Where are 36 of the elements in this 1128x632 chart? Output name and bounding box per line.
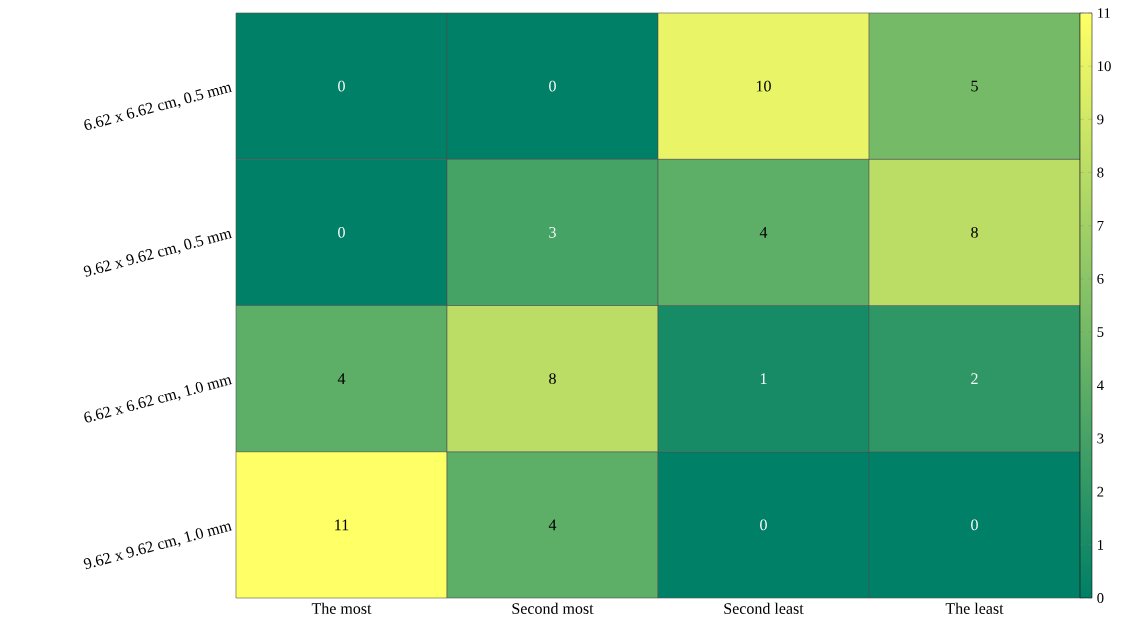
- data-label: 0: [549, 80, 556, 92]
- y-tick-label: 6.62 x 6.62 cm, 0.5 mm: [84, 84, 233, 130]
- data-label: 0: [338, 226, 345, 238]
- color-bar-label: 9: [1097, 114, 1104, 125]
- data-label: 4: [337, 373, 346, 384]
- x-tick-label: The least: [945, 602, 1004, 614]
- data-label: 3: [549, 226, 556, 238]
- color-bar-label: 7: [1097, 220, 1104, 231]
- color-bar-label: 4: [1097, 380, 1104, 391]
- color-bar-label: 8: [1097, 167, 1104, 178]
- color-bar-label: 10: [1098, 61, 1111, 72]
- x-tick-label: The most: [311, 602, 372, 614]
- color-bar-label: 3: [1097, 433, 1104, 444]
- data-label: 11: [335, 519, 349, 531]
- data-label: 0: [971, 519, 978, 531]
- x-tick-label: Second most: [512, 602, 594, 614]
- data-label: 4: [759, 227, 768, 238]
- data-label: 10: [756, 80, 771, 92]
- data-label: 1: [760, 373, 767, 384]
- x-tick-label: Second least: [724, 602, 804, 614]
- color-bar-label: 1: [1098, 539, 1104, 550]
- data-label: 4: [548, 519, 557, 531]
- data-label: 0: [338, 80, 345, 92]
- data-label: 8: [549, 373, 556, 385]
- color-bar-label: 11: [1098, 8, 1110, 18]
- color-bar-label: 0: [1097, 593, 1104, 603]
- data-label: 5: [971, 80, 978, 92]
- color-bar-label: 2: [1097, 486, 1104, 497]
- y-tick-label: 9.62 x 9.62 cm, 0.5 mm: [83, 230, 233, 277]
- y-tick-label: 9.62 x 9.62 cm, 1.0 mm: [83, 523, 233, 570]
- color-bar-label: 5: [1097, 327, 1104, 337]
- data-label: 0: [760, 519, 767, 531]
- data-label: 8: [971, 226, 978, 238]
- color-bar-label: 6: [1097, 273, 1104, 284]
- data-label: 2: [971, 373, 978, 384]
- y-tick-label: 6.62 x 6.62 cm, 1.0 mm: [84, 377, 233, 423]
